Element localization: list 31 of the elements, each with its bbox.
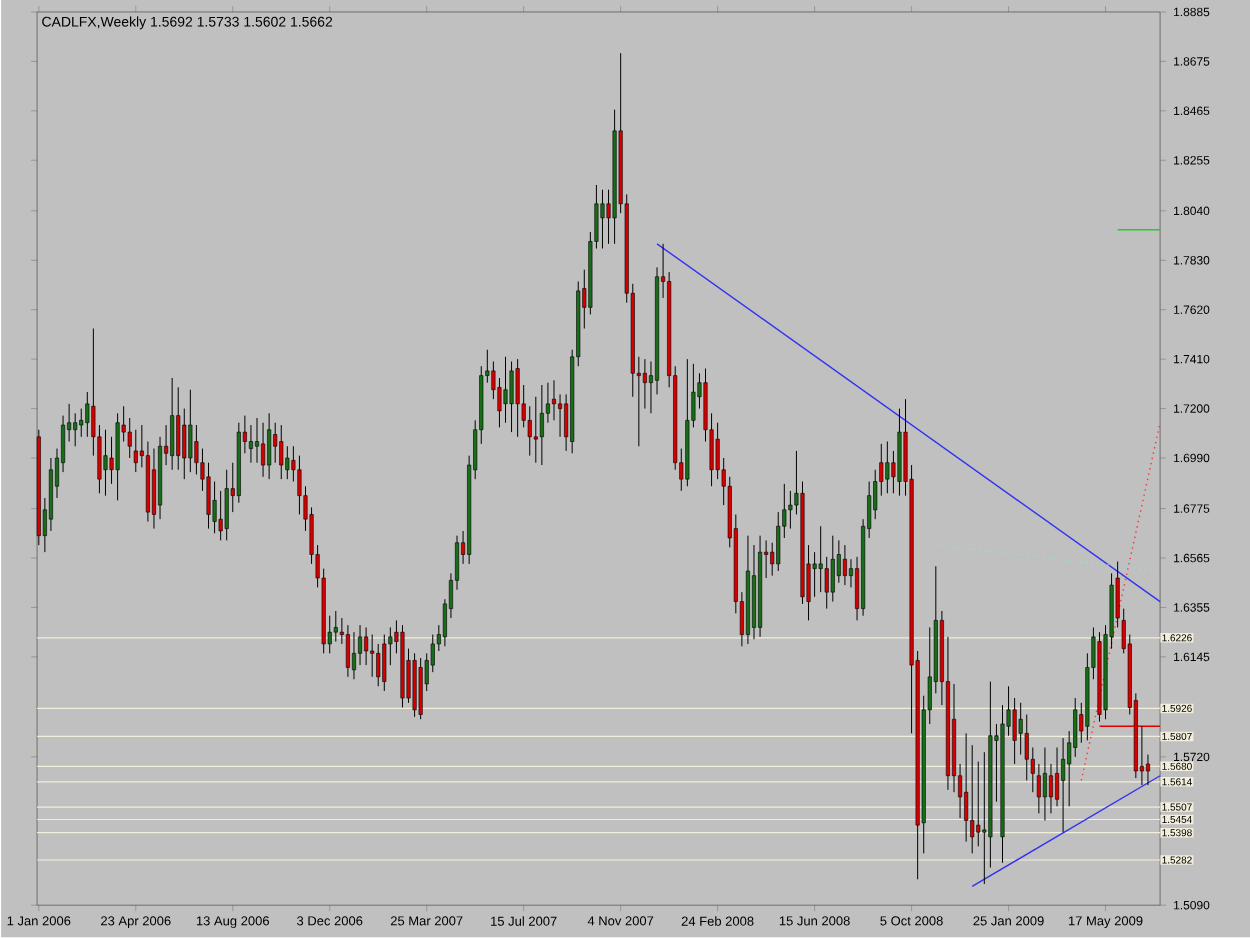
candlestick: [188, 389, 193, 474]
candlestick: [885, 441, 890, 495]
candlestick: [830, 535, 835, 603]
candlestick: [1048, 763, 1054, 815]
candlestick: [224, 469, 229, 542]
candlestick: [248, 424, 253, 464]
candlestick: [503, 356, 508, 424]
candlestick: [364, 627, 369, 667]
candlestick: [539, 384, 544, 466]
candlestick: [103, 429, 108, 497]
candlestick: [73, 413, 78, 448]
candlestick: [515, 359, 520, 438]
candlestick: [351, 632, 357, 681]
candlestick: [842, 544, 847, 586]
candlestick: [370, 634, 375, 678]
candlestick: [376, 643, 381, 688]
candlestick: [509, 361, 514, 434]
candlestick: [812, 552, 817, 598]
candlestick: [418, 657, 423, 721]
candlestick: [600, 189, 605, 250]
candlestick: [279, 424, 284, 481]
candlestick: [345, 625, 350, 678]
candlestick: [261, 422, 266, 478]
candlestick: [642, 359, 647, 410]
candlestick: [1042, 747, 1047, 822]
candlestick: [267, 413, 272, 481]
candlestick: [170, 377, 175, 471]
candlestick: [115, 413, 120, 502]
candlestick: [1061, 737, 1066, 834]
candlestick: [176, 387, 181, 471]
candlestick: [382, 634, 387, 692]
